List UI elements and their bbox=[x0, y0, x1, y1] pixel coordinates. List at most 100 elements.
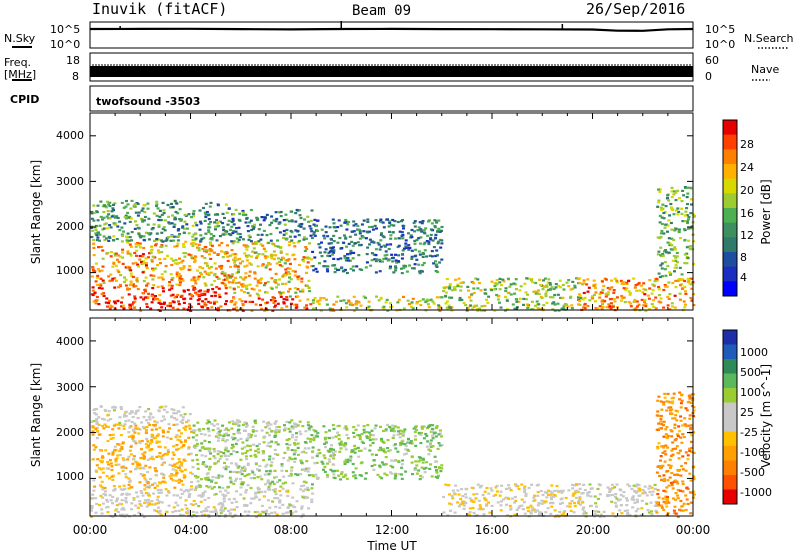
power-cell bbox=[308, 242, 311, 245]
power-cell bbox=[247, 234, 251, 237]
power-cell bbox=[140, 235, 144, 238]
velocity-cell bbox=[286, 494, 290, 498]
velocity-cell bbox=[184, 499, 188, 502]
velocity-cell bbox=[296, 473, 300, 477]
velocity-cell bbox=[246, 444, 250, 447]
power-cell bbox=[686, 280, 690, 283]
velocity-cell bbox=[661, 451, 665, 454]
power-cell bbox=[371, 228, 375, 231]
velocity-cell bbox=[357, 455, 361, 458]
velocity-cell bbox=[437, 474, 440, 477]
power-cell bbox=[318, 299, 322, 302]
velocity-cell bbox=[214, 508, 218, 511]
power-cell bbox=[197, 302, 201, 305]
power-cell bbox=[531, 281, 535, 284]
velocity-cell bbox=[521, 508, 525, 511]
power-cell bbox=[90, 212, 94, 215]
velocity-cell bbox=[129, 453, 133, 456]
velocity-cell bbox=[127, 487, 131, 490]
velocity-cell bbox=[304, 430, 308, 433]
power-cell bbox=[213, 294, 217, 297]
velocity-cell bbox=[161, 462, 165, 465]
velocity-cell bbox=[248, 444, 252, 448]
velocity-cell bbox=[478, 486, 482, 489]
velocity-cell bbox=[90, 420, 94, 423]
power-cell bbox=[144, 290, 147, 293]
velocity-cell bbox=[185, 507, 189, 510]
velocity-cell bbox=[574, 496, 578, 499]
velocity-cell bbox=[281, 482, 285, 485]
power-cell bbox=[300, 222, 304, 226]
power-cell bbox=[687, 245, 691, 248]
velocity-cell bbox=[634, 491, 638, 494]
power-cell bbox=[133, 251, 137, 255]
power-cell bbox=[207, 300, 211, 303]
power-cell bbox=[678, 292, 682, 295]
power-cell bbox=[241, 209, 245, 213]
power-cell bbox=[279, 292, 283, 295]
velocity-cell bbox=[92, 444, 96, 447]
power-cell bbox=[244, 300, 248, 303]
velocity-cell bbox=[290, 469, 293, 472]
velocity-cell bbox=[180, 508, 184, 511]
power-cell bbox=[157, 225, 161, 228]
velocity-cell bbox=[200, 478, 203, 481]
power-cell bbox=[358, 244, 361, 247]
power-cell bbox=[182, 227, 186, 230]
power-cell bbox=[124, 214, 128, 217]
velocity-cell bbox=[127, 435, 131, 438]
power-cell bbox=[310, 230, 314, 233]
power-cell bbox=[179, 200, 182, 204]
velocity-cell bbox=[232, 433, 236, 436]
velocity-cell bbox=[431, 434, 435, 437]
velocity-cell bbox=[689, 426, 693, 430]
power-cell bbox=[434, 233, 438, 236]
power-cell bbox=[278, 260, 281, 263]
power-cell bbox=[264, 302, 267, 305]
velocity-cell bbox=[134, 442, 138, 445]
power-cell bbox=[109, 255, 113, 258]
power-cell bbox=[170, 235, 174, 238]
velocity-cell bbox=[550, 505, 554, 508]
velocity-cell bbox=[344, 425, 348, 428]
power-cell bbox=[354, 303, 358, 306]
velocity-cell bbox=[581, 492, 585, 495]
velocity-cell bbox=[293, 451, 297, 454]
velocity-cell bbox=[664, 495, 668, 498]
power-cell bbox=[230, 225, 234, 228]
velocity-cell bbox=[553, 515, 557, 518]
velocity-cell bbox=[147, 444, 150, 447]
power-cell bbox=[414, 248, 418, 251]
velocity-cell bbox=[175, 423, 179, 426]
velocity-cell bbox=[100, 480, 104, 483]
velocity-cell bbox=[546, 507, 550, 510]
velocity-cell bbox=[135, 467, 139, 470]
power-cell bbox=[307, 286, 311, 289]
velocity-cell bbox=[162, 473, 166, 476]
velocity-cell bbox=[401, 434, 405, 437]
velocity-cell bbox=[639, 514, 643, 517]
velocity-cell bbox=[419, 442, 423, 445]
velocity-cell bbox=[321, 462, 325, 465]
power-cell bbox=[661, 203, 665, 206]
power-cell bbox=[135, 277, 139, 280]
power-cell bbox=[193, 238, 197, 242]
power-cell bbox=[133, 295, 137, 298]
velocity-cell bbox=[291, 433, 295, 436]
velocity-cell bbox=[237, 428, 241, 431]
velocity-cell bbox=[655, 471, 659, 474]
velocity-cell bbox=[147, 415, 151, 418]
power-cell bbox=[472, 287, 476, 290]
power-cell bbox=[456, 283, 460, 286]
power-cell bbox=[539, 295, 543, 298]
power-cell bbox=[385, 298, 389, 301]
power-cell bbox=[116, 299, 120, 302]
power-cell bbox=[156, 207, 160, 210]
velocity-cell bbox=[199, 432, 203, 436]
power-cell bbox=[251, 227, 255, 230]
power-cell bbox=[178, 279, 182, 282]
velocity-cell bbox=[285, 443, 289, 446]
power-cell bbox=[333, 271, 337, 274]
velocity-cell bbox=[681, 433, 685, 436]
velocity-cell bbox=[679, 415, 683, 418]
